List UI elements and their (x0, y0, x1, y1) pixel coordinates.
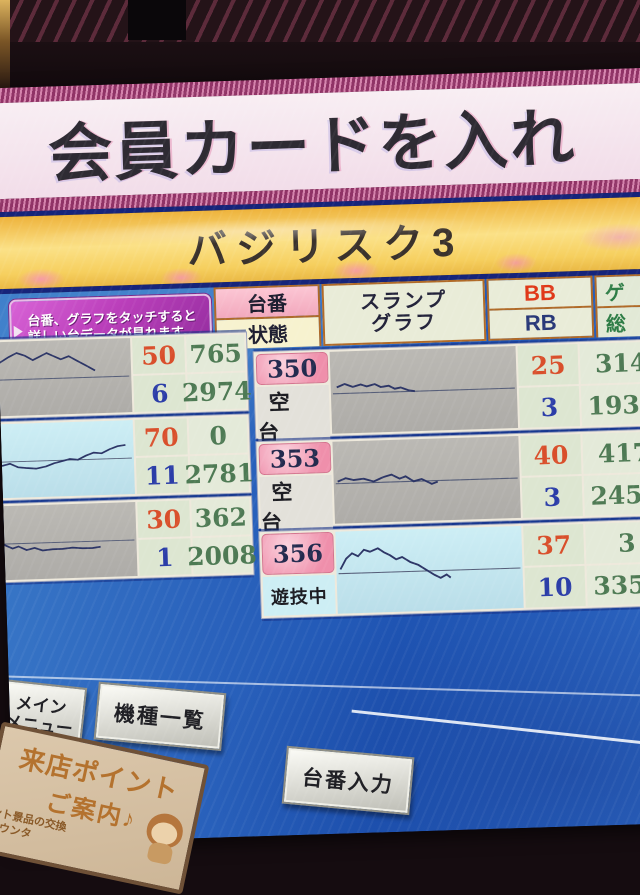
graph-baseline (332, 387, 515, 395)
graph-line (337, 473, 439, 485)
bb-count: 70 (134, 418, 188, 456)
slump-graph[interactable] (0, 338, 133, 417)
machine-list-label: 機種一覧 (112, 702, 207, 734)
machine-row-left-1[interactable]: 50 6 765 2974 (0, 332, 252, 421)
screen-edge-highlight (351, 709, 640, 753)
bb-count: 25 (517, 344, 579, 386)
machine-number-badge[interactable]: 356 (261, 531, 335, 576)
graph-line (339, 547, 452, 579)
slump-graph[interactable] (0, 502, 138, 581)
games-since: 765 (186, 334, 246, 373)
marquee-text: 会員カードを入れ (47, 102, 578, 191)
bb-rb-counts: 30 1 (137, 500, 192, 576)
machine-row-353[interactable]: 353 空台 40 3 417 2459 (256, 429, 640, 538)
data-table-area: 台番、グラフをタッチすると 詳しい台データが見れます。 台番 状態 スランプ グ… (0, 273, 640, 844)
rb-count: 6 (133, 374, 187, 412)
header-slump-graph: スランプ グラフ (321, 278, 487, 347)
machine-status: 空台 (256, 384, 331, 448)
rb-count: 3 (521, 475, 583, 518)
bb-rb-counts: 50 6 (132, 336, 187, 412)
slump-graph[interactable] (335, 525, 524, 614)
total-games: 1935 (580, 383, 640, 426)
total-games: 2459 (583, 473, 640, 516)
machine-row-356[interactable]: 356 遊技中 37 10 3 3351 (259, 519, 640, 619)
games-values: 362 2008 (187, 498, 257, 575)
reflection-sliver (0, 0, 10, 92)
graph-baseline (0, 539, 135, 545)
bb-rb-counts: 25 3 (517, 344, 581, 428)
rb-count: 10 (524, 565, 586, 608)
bb-count: 37 (523, 523, 585, 566)
games-since: 314 (579, 341, 640, 384)
games-since: 417 (582, 431, 640, 474)
graph-line (0, 444, 126, 470)
total-games: 2008 (187, 536, 257, 575)
graph-baseline (0, 375, 130, 381)
slump-graph-svg (335, 473, 518, 485)
slump-graph[interactable] (329, 345, 519, 434)
machine-number-badge[interactable]: 350 (255, 351, 329, 386)
graph-line (0, 542, 101, 552)
machine-title: バジリスク3 (186, 220, 465, 274)
ceiling-post (128, 0, 186, 40)
games-since: 3 (585, 521, 640, 564)
bb-rb-counts: 37 10 (523, 523, 586, 608)
games-values: 3 3351 (585, 521, 640, 606)
machine-numstat: 356 遊技中 (261, 531, 336, 617)
header-games-partial: ゲ (596, 275, 640, 309)
games-since: 0 (188, 416, 248, 455)
machine-list-button[interactable]: 機種一覧 (93, 681, 227, 752)
header-bb-rb: BB RB (486, 275, 595, 341)
slump-graph-svg (0, 444, 132, 470)
total-games: 2781 (184, 454, 255, 493)
slump-graph-svg (0, 352, 130, 381)
slump-graph-svg (332, 382, 515, 395)
machine-status: 遊技中 (262, 574, 336, 617)
header-bb: BB (488, 277, 592, 311)
machine-row-left-3[interactable]: 30 1 362 2008 (0, 496, 257, 585)
pointer-hand-icon (13, 325, 24, 338)
rb-count: 3 (518, 386, 581, 428)
graph-line (336, 382, 416, 393)
machine-status: 空台 (259, 474, 334, 538)
bb-rb-counts: 70 11 (134, 418, 189, 494)
machine-number-badge[interactable]: 353 (258, 441, 332, 476)
machine-row-left-2[interactable]: 70 11 0 2781 (0, 414, 255, 503)
machine-row-350[interactable]: 350 空台 25 3 314 1935 (253, 339, 640, 448)
rb-count: 1 (138, 538, 192, 576)
header-total-partial: 総 (597, 306, 640, 338)
graph-line (0, 352, 96, 372)
bb-rb-counts: 40 3 (520, 433, 583, 518)
hall-ceiling-background (0, 0, 640, 110)
slump-graph[interactable] (0, 420, 135, 499)
slump-graph-svg (338, 547, 521, 579)
bb-count: 40 (520, 433, 582, 476)
glass-reflection-line (0, 675, 640, 699)
slump-graph[interactable] (332, 435, 521, 524)
total-games: 3351 (586, 563, 640, 606)
rb-count: 11 (135, 456, 189, 494)
header-rb: RB (489, 307, 593, 339)
header-slump-line2: グラフ (370, 311, 438, 336)
header-slump-line1: スランプ (359, 289, 448, 314)
slump-graph-svg (0, 539, 135, 552)
header-machine-no: 台番 (215, 286, 319, 321)
header-games-total: ゲ 総 (594, 273, 640, 338)
enter-machine-number-label: 台番入力 (301, 766, 395, 798)
games-values: 314 1935 (579, 341, 640, 426)
games-values: 417 2459 (582, 431, 640, 516)
games-values: 765 2974 (182, 334, 252, 411)
enter-machine-number-button[interactable]: 台番入力 (281, 745, 415, 816)
bb-count: 30 (137, 500, 191, 538)
ceiling-hatch-pattern (0, 0, 640, 42)
machine-numstat: 350 空台 (255, 351, 331, 448)
total-games: 2974 (182, 372, 252, 411)
games-since: 362 (191, 498, 251, 537)
data-display-screen: 会員カードを入れ バジリスク3 台番、グラフをタッチすると 詳しい台データが見れ… (0, 67, 640, 844)
games-values: 0 2781 (184, 416, 255, 493)
machine-numstat: 353 空台 (258, 441, 334, 538)
bb-count: 50 (132, 336, 186, 375)
